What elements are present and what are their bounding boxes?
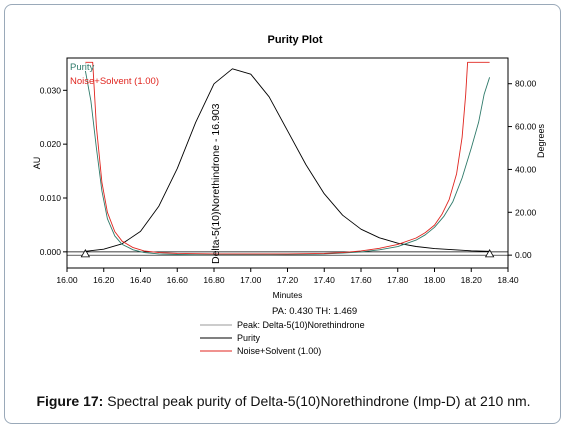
x-tick-label: 16.40 [130,275,152,285]
y-axis-label: AU [32,157,42,170]
purity-stats: PA: 0.430 TH: 1.469 [272,306,357,317]
y2-tick-label: 80.00 [515,79,537,89]
x-tick-label: 17.40 [314,275,336,285]
annotations: Delta-5(10)Norethindrone - 16.903 [210,103,222,264]
y2-tick-label: 40.00 [515,164,537,174]
x-tick-label: 16.20 [93,275,115,285]
purity-plot: Purity Plot 16.00 16.20 16.40 16.60 16.80 17.… [32,34,546,356]
peak-label: Delta-5(10)Norethindrone - 16.903 [210,103,222,264]
x-tick-label: 17.60 [350,275,372,285]
legend-label: Peak: Delta-5(10)Norethindrone [237,320,365,330]
legend-entry-purity: Purity [70,62,95,73]
series-line-noise-solvent-1-00 [85,61,490,255]
y2-tick-label: 0.00 [515,250,532,260]
y-tick-label: 0.010 [40,193,62,203]
series-layer [67,61,508,258]
legend-label: Noise+Solvent (1.00) [237,346,321,356]
x-tick-label: 18.00 [424,275,446,285]
legend-entry-noise-solvent: Noise+Solvent (1.00) [70,76,159,87]
caption-text: Spectral peak purity of Delta-5(10)Noret… [103,393,531,409]
x-axis-label: Minutes [273,290,303,300]
x-tick-label: 16.60 [167,275,189,285]
y-tick-label: 0.000 [40,247,62,257]
y-tick-label: 0.030 [40,85,62,95]
series-line-peak-delta-5-10-norethindrone [85,68,490,252]
axes: 16.00 16.20 16.40 16.60 16.80 17.00 17.20 17.40… [32,57,546,300]
x-tick-label: 17.20 [277,275,299,285]
series-line-purity [84,70,491,256]
x-tick-label: 17.80 [387,275,409,285]
chart-title: Purity Plot [267,34,322,46]
x-tick-label: 18.20 [461,275,483,285]
x-tick-label: 17.00 [240,275,262,285]
legend-bottom: PA: 0.430 TH: 1.469 Peak: Delta-5(10)Nore… [200,306,365,356]
x-tick-label: 18.40 [497,275,519,285]
legend-top: Purity Noise+Solvent (1.00) [70,62,159,87]
legend-label: Purity [237,333,261,343]
y-tick-label: 0.020 [40,139,62,149]
x-tick-label: 16.00 [56,275,78,285]
peak-boundary-marker [484,249,495,258]
peak-boundary-marker [80,249,91,258]
y2-axis-label: Degrees [536,123,546,158]
x-tick-label: 16.80 [203,275,225,285]
y2-tick-label: 20.00 [515,207,537,217]
figure-caption: Figure 17: Spectral peak purity of Delta… [0,393,567,409]
caption-label: Figure 17: [36,393,104,409]
figure-frame [4,4,561,424]
y2-tick-label: 60.00 [515,122,537,132]
